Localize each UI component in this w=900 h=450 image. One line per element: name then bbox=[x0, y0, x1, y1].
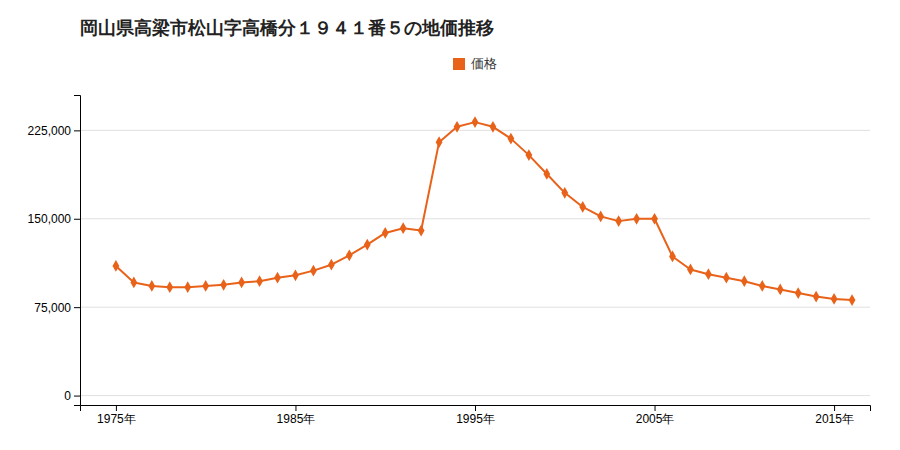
marker bbox=[202, 280, 209, 292]
x-tick: 1985年 bbox=[277, 405, 316, 426]
marker bbox=[759, 280, 766, 292]
legend-entry: 価格 bbox=[453, 56, 497, 71]
marker bbox=[328, 259, 335, 271]
x-tick: 2015年 bbox=[815, 405, 854, 426]
marker bbox=[472, 116, 479, 128]
x-tick-mark bbox=[116, 405, 117, 411]
x-tick-mark bbox=[475, 405, 476, 411]
marker bbox=[454, 121, 461, 133]
marker bbox=[346, 249, 353, 261]
marker bbox=[615, 215, 622, 227]
grid-line bbox=[80, 395, 870, 396]
marker bbox=[543, 168, 550, 180]
x-tick-label: 2015年 bbox=[815, 412, 854, 426]
marker bbox=[525, 149, 532, 161]
grid-line bbox=[80, 130, 870, 131]
marker bbox=[831, 293, 838, 305]
marker bbox=[400, 222, 407, 234]
y-tick-mark bbox=[74, 396, 80, 397]
y-tick: 225,000 bbox=[28, 124, 80, 138]
x-tick-label: 1995年 bbox=[456, 412, 495, 426]
grid bbox=[80, 130, 870, 395]
y-tick-label: 225,000 bbox=[28, 124, 72, 138]
marker bbox=[130, 277, 137, 289]
legend-label: 価格 bbox=[471, 56, 497, 71]
y-tick-mark bbox=[74, 219, 80, 220]
y-axis-line bbox=[74, 96, 81, 406]
marker bbox=[292, 269, 299, 281]
y-tick: 0 bbox=[64, 389, 80, 403]
marker bbox=[382, 227, 389, 239]
line bbox=[116, 122, 852, 300]
marker bbox=[651, 213, 658, 225]
marker bbox=[256, 275, 263, 287]
y-tick-mark bbox=[74, 130, 80, 131]
x-tick-label: 1985年 bbox=[277, 412, 316, 426]
marker bbox=[310, 265, 317, 277]
y-axis: 0 75,000 150,000 225,000 bbox=[28, 96, 81, 406]
marker bbox=[184, 281, 191, 293]
x-tick: 1975年 bbox=[97, 405, 136, 426]
marker bbox=[741, 275, 748, 287]
y-tick: 150,000 bbox=[28, 212, 80, 226]
marker bbox=[669, 251, 676, 263]
plot-area: 1975年 1985年 1995年 2005年 2015年 0 75,000 150,000 2… bbox=[28, 96, 871, 426]
x-tick-label: 1975年 bbox=[97, 412, 136, 426]
y-tick: 75,000 bbox=[34, 301, 80, 315]
x-tick-mark bbox=[834, 405, 835, 411]
marker bbox=[795, 287, 802, 299]
x-tick: 1995年 bbox=[456, 405, 495, 426]
grid-line bbox=[80, 218, 870, 219]
x-axis: 1975年 1985年 1995年 2005年 2015年 bbox=[81, 405, 871, 426]
marker bbox=[633, 213, 640, 225]
marker bbox=[705, 268, 712, 280]
marker bbox=[436, 136, 443, 148]
marker bbox=[561, 187, 568, 199]
x-tick-label: 2005年 bbox=[636, 412, 675, 426]
y-tick-mark bbox=[74, 307, 80, 308]
marker bbox=[274, 272, 281, 284]
marker bbox=[813, 291, 820, 303]
marker bbox=[723, 272, 730, 284]
marker bbox=[166, 281, 173, 293]
marker bbox=[113, 260, 120, 272]
x-axis-line bbox=[81, 406, 871, 412]
marker bbox=[597, 211, 604, 223]
title: 岡山県高梁市松山字高橋分１９４１番５の地価推移 bbox=[80, 17, 494, 38]
marker bbox=[490, 121, 497, 133]
x-tick: 2005年 bbox=[636, 405, 675, 426]
x-tick-mark bbox=[655, 405, 656, 411]
y-tick-label: 150,000 bbox=[28, 212, 72, 226]
legend-swatch bbox=[453, 58, 465, 70]
marker bbox=[579, 201, 586, 213]
grid-line bbox=[80, 307, 870, 308]
marker bbox=[849, 294, 856, 306]
y-tick-label: 0 bbox=[64, 389, 71, 403]
marker bbox=[220, 279, 227, 291]
marker bbox=[777, 284, 784, 296]
marker bbox=[238, 277, 245, 289]
x-tick-mark bbox=[295, 405, 296, 411]
data-marks bbox=[113, 116, 856, 306]
legend: 価格 bbox=[453, 56, 497, 71]
marker bbox=[418, 225, 425, 237]
marker bbox=[364, 239, 371, 251]
marker bbox=[687, 264, 694, 276]
y-tick-label: 75,000 bbox=[34, 301, 71, 315]
marker bbox=[148, 280, 155, 292]
chart: 1975年 1985年 1995年 2005年 2015年 0 75,000 150,000 2… bbox=[0, 0, 900, 450]
marker bbox=[508, 133, 515, 145]
